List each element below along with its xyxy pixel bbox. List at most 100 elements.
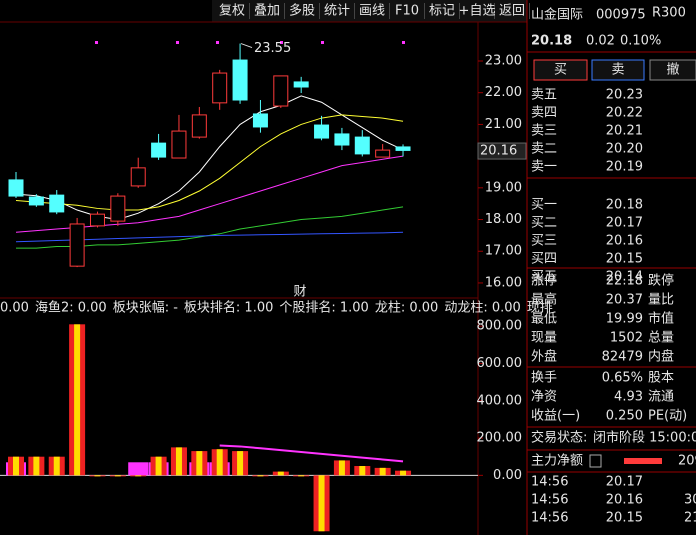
stat-value: 20.37	[606, 293, 643, 308]
trade-volume: 30	[684, 493, 696, 508]
trade-button-label[interactable]: 撤	[666, 62, 679, 78]
trade-button[interactable]	[649, 59, 696, 81]
order-price: 20.15	[606, 252, 643, 267]
y-tick-label: 800.00	[477, 319, 523, 334]
candle-body	[314, 124, 330, 139]
y-tick-label: 18.00	[485, 212, 522, 227]
indicator-legend: 动龙柱: 0.00	[444, 301, 520, 316]
order-label: 买四	[531, 252, 557, 267]
price: 20.18	[531, 34, 572, 49]
order-price: 20.20	[606, 142, 643, 157]
order-price: 20.21	[606, 124, 643, 139]
moving-average	[15, 95, 404, 221]
candle-body	[273, 75, 289, 107]
bar-stripe	[400, 470, 407, 476]
trade-price: 20.15	[606, 511, 643, 526]
y-tick-label: 400.00	[477, 393, 523, 408]
stat-label: 内盘	[648, 349, 674, 365]
toolbar	[212, 0, 527, 22]
order-label: 卖二	[531, 142, 557, 157]
y-tick-label: 600.00	[477, 356, 523, 371]
change: 0.02	[586, 34, 615, 49]
y-tick-label: 0.00	[493, 468, 522, 483]
main-force-bar	[624, 458, 662, 464]
candle-body	[89, 213, 105, 227]
stat-label: 净资	[531, 390, 557, 405]
bar-stripe	[216, 449, 223, 476]
order-price: 20.14	[606, 270, 643, 285]
indicator-line	[219, 444, 404, 463]
markers	[95, 41, 405, 44]
bar-stripe	[175, 447, 182, 476]
order-price: 20.19	[606, 160, 643, 175]
trade-button-label[interactable]: 卖	[611, 63, 624, 78]
stat-label: 最高	[531, 292, 557, 308]
bar-stripe	[257, 475, 264, 477]
indicator-legend: 个股排名: 1.00	[279, 300, 368, 316]
candle-body	[395, 146, 411, 151]
stat-value: 4.93	[614, 390, 643, 405]
candle-body	[334, 133, 350, 146]
bar-stripe	[13, 456, 19, 476]
indicator-legend: 海鱼2: 0.00	[35, 300, 107, 316]
order-price: 20.18	[606, 198, 643, 213]
candle-body	[375, 149, 391, 158]
y-tick-label: 17.00	[485, 244, 522, 259]
main-force-value: 209	[678, 454, 696, 469]
stat-label: 流通	[648, 390, 674, 405]
order-price: 20.17	[606, 216, 643, 231]
bar-stripe	[318, 475, 325, 532]
trade-button[interactable]	[533, 59, 588, 81]
stat-label: 现量	[531, 331, 557, 346]
toolbar-button[interactable]: 复权	[219, 3, 245, 19]
badge: R300	[652, 6, 686, 21]
stat-label: 收益(一)	[531, 409, 580, 424]
indicator-legend: 龙柱: 0.00	[375, 301, 438, 316]
stat-label: 外盘	[531, 349, 557, 365]
toolbar-button[interactable]: 叠加	[254, 4, 280, 19]
toolbar-button[interactable]: 标记	[429, 4, 455, 19]
bar-stripe	[298, 475, 305, 477]
stat-label: 涨停	[531, 273, 557, 289]
stat-label: PE(动)	[648, 409, 687, 424]
candle-body	[354, 136, 370, 155]
y-tick-label: 23.00	[485, 54, 522, 69]
candle-body	[28, 196, 44, 206]
main-force-icon	[589, 454, 602, 468]
stat-value: 82479	[602, 350, 643, 365]
stat-label: 最低	[531, 312, 557, 327]
toolbar-button[interactable]: 统计	[324, 4, 350, 19]
bar-stripe	[359, 466, 366, 476]
bar-stripe	[74, 324, 81, 476]
toolbar-button[interactable]: F10	[395, 4, 419, 19]
trade-volume: 21	[684, 511, 696, 526]
stat-value: 1502	[610, 331, 643, 346]
stock-name: 山金国际	[531, 7, 583, 23]
candle-body	[151, 142, 167, 158]
trade-button[interactable]	[591, 59, 645, 81]
bar-stripe	[114, 475, 121, 477]
status-label: 交易状态:	[531, 430, 587, 446]
toolbar-button[interactable]: +自选	[459, 4, 496, 19]
candle-body	[110, 195, 126, 222]
trade-price: 20.17	[606, 475, 643, 490]
order-label: 卖一	[531, 160, 557, 175]
toolbar-button[interactable]: 多股	[289, 3, 315, 19]
toolbar-button[interactable]: 返回	[499, 4, 525, 19]
stat-label: 量比	[648, 293, 674, 308]
trade-time: 14:56	[531, 475, 568, 490]
bar-stripe	[135, 475, 142, 477]
last-price-label: 20.16	[480, 144, 517, 159]
toolbar-button[interactable]: 画线	[359, 4, 385, 19]
trade-button-label[interactable]: 买	[554, 63, 567, 78]
panel-lines	[527, 51, 696, 473]
stat-label: 股本	[648, 371, 674, 386]
stat-value: 19.99	[606, 312, 643, 327]
stat-label: 总量	[648, 331, 674, 346]
candle-body	[49, 194, 65, 213]
stat-value: 0.250	[606, 409, 643, 424]
stat-label: 换手	[531, 371, 557, 386]
bar-stripe	[237, 451, 244, 476]
candle-body	[252, 113, 268, 128]
